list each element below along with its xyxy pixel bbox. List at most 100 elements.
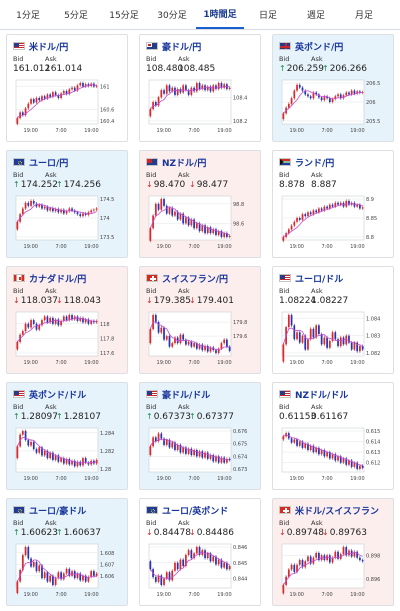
candle-body <box>90 571 93 577</box>
rate-card[interactable]: 英ポンド/円 Bid Ask ↑206.259 ↑206.266 206.5 206 205.… <box>272 34 394 142</box>
pair-name[interactable]: NZドル/円 <box>162 158 207 169</box>
candlestick-chart[interactable]: 1.608 1.607 1.606 19:00 7:00 19:00 <box>14 542 122 600</box>
timeframe-tab[interactable]: 30分足 <box>157 11 187 21</box>
candle-body <box>287 569 290 577</box>
rate-card[interactable]: ユーロ/豪ドル Bid Ask ↑1.60623 ↑1.60637 1.608 1.607 1… <box>6 498 128 606</box>
rate-card[interactable]: 米ドル/円 Bid Ask 161.012 161.014 161 160.6 160.4 19… <box>6 34 128 142</box>
candle-body <box>356 342 359 352</box>
rate-card[interactable]: ユーロ/ドル Bid Ask 1.08224 1.08227 1.084 1.083 1.08… <box>272 266 394 374</box>
moving-average-line <box>149 321 230 351</box>
rate-card[interactable]: 豪ドル/円 Bid Ask 108.480 108.485 108.4 108.2 19:00… <box>139 34 261 142</box>
x-tick-label: 19:00 <box>350 244 364 250</box>
up-arrow-icon: ↑ <box>13 412 20 421</box>
ask-value: 0.61167 <box>311 412 349 422</box>
pair-name[interactable]: 豪ドル/ドル <box>162 390 211 401</box>
candle-body <box>87 319 90 324</box>
pair-name[interactable]: 米ドル/スイスフラン <box>295 506 380 517</box>
pair-name[interactable]: NZドル/ドル <box>295 390 349 401</box>
candle-body <box>49 94 52 97</box>
ask-value: ↓118.043 <box>56 296 101 306</box>
candle-body <box>32 99 35 103</box>
candle-body <box>43 206 46 209</box>
rate-card[interactable]: ユーロ/円 Bid Ask ↑174.252 ↑174.256 174.5 174 173.5… <box>6 150 128 258</box>
rate-card[interactable]: 米ドル/スイスフラン Bid Ask ↓0.89748 ↓0.89763 0.898 0.8… <box>272 498 394 606</box>
candle-body <box>315 447 318 453</box>
candle-body <box>30 99 32 104</box>
y-tick-label: 118 <box>100 322 110 328</box>
bid-label: Bid <box>146 55 157 63</box>
rate-card[interactable]: ランド/円 Bid Ask 8.878 8.887 8.9 8.85 8.8 19:00 7:00… <box>272 150 394 258</box>
rate-card[interactable]: NZドル/ドル Bid Ask 0.61153 0.61167 0.615 0.614 0.6… <box>272 382 394 490</box>
timeframe-tab[interactable]: 月足 <box>354 11 373 21</box>
us-flag-icon <box>279 390 291 398</box>
candlestick-chart[interactable]: 179.8 179.6 19:00 7:00 19:00 <box>147 310 255 368</box>
pair-name[interactable]: ユーロ/ドル <box>295 274 344 285</box>
rate-card[interactable]: スイスフラン/円 Bid Ask ↓179.385 ↓179.401 179.8 179.6… <box>139 266 261 374</box>
candle-body <box>312 210 315 215</box>
rate-card[interactable]: NZドル/円 Bid Ask ↓98.470 ↓98.477 98.8 98.6 19:00 7… <box>139 150 261 258</box>
timeframe-tab[interactable]: 5分足 <box>64 11 88 21</box>
candlestick-chart[interactable]: 8.98.858.819:00 7:00 19:00 <box>280 194 388 252</box>
candle-body <box>309 328 312 340</box>
candle-body <box>190 341 193 347</box>
candle-body <box>95 320 98 323</box>
bid-label: Bid <box>279 55 290 63</box>
x-tick-label: 19:00 <box>157 128 171 134</box>
timeframe-tab[interactable]: 15分足 <box>109 11 139 21</box>
plot-area <box>148 79 232 125</box>
timeframe-tab[interactable]: 週足 <box>306 11 325 21</box>
ask-value: ↓0.84486 <box>189 528 234 538</box>
rate-card[interactable]: カナダドル/円 Bid Ask ↓118.037 ↓118.043 118 117.8 117… <box>6 266 128 374</box>
pair-name[interactable]: 米ドル/円 <box>29 42 69 53</box>
y-tick-label: 0.898 <box>366 553 380 559</box>
candle-body <box>38 204 41 207</box>
pair-name[interactable]: 英ポンド/円 <box>295 42 344 53</box>
candle-body <box>356 91 359 94</box>
pair-name[interactable]: ユーロ/豪ドル <box>29 506 87 517</box>
timeframe-tab[interactable]: 日足 <box>258 11 277 21</box>
pair-name[interactable]: 豪ドル/円 <box>162 42 202 53</box>
x-tick-label: 7:00 <box>55 360 66 366</box>
candlestick-chart[interactable]: 0.846 0.845 0.844 19:00 7:00 19:00 <box>147 542 255 600</box>
candle-body <box>331 454 334 459</box>
down-arrow-icon: ↓ <box>189 180 196 189</box>
pair-header: ユーロ/豪ドル <box>13 504 87 517</box>
rate-card[interactable]: 英ポンド/ドル Bid Ask ↑1.28097 ↑1.28107 1.284 1.282 1… <box>6 382 128 490</box>
pair-name[interactable]: カナダドル/円 <box>29 274 87 285</box>
candlestick-chart[interactable]: 0.898 0.896 19:00 7:00 19:00 <box>280 542 388 600</box>
down-arrow-icon: ↓ <box>13 296 20 305</box>
rate-card[interactable]: 豪ドル/ドル Bid Ask ↑0.67373 ↑0.67377 0.676 0.675 0.… <box>139 382 261 490</box>
candle-body <box>84 213 87 215</box>
candle-body <box>342 337 345 345</box>
y-tick-label: 179.8 <box>233 320 247 326</box>
pair-name[interactable]: ユーロ/円 <box>29 158 69 169</box>
y-tick-label: 173.5 <box>100 235 114 241</box>
timeframe-tab[interactable]: 1分足 <box>16 11 40 21</box>
candle-body <box>337 339 339 347</box>
candle-body <box>209 227 212 234</box>
candle-body <box>201 451 204 458</box>
candle-body <box>27 323 30 328</box>
bid-label: Bid <box>146 403 157 411</box>
bid-label: Bid <box>13 287 24 295</box>
down-arrow-icon: ↓ <box>279 528 286 537</box>
candlestick-chart[interactable]: 0.615 0.614 0.613 0.612 19:00 7:00 19:00 <box>280 426 388 484</box>
rate-card[interactable]: ユーロ/英ポンド Bid Ask ↓0.84478 ↓0.84486 0.846 0.845… <box>139 498 261 606</box>
pair-name[interactable]: 英ポンド/ドル <box>29 390 87 401</box>
ch-flag-icon <box>279 506 291 514</box>
candlestick-chart[interactable]: 98.8 98.6 19:00 7:00 19:00 <box>147 194 255 252</box>
pair-name[interactable]: ランド/円 <box>295 158 335 169</box>
pair-name[interactable]: ユーロ/英ポンド <box>162 506 229 517</box>
y-tick-label: 1.28 <box>100 467 111 473</box>
timeframe-tab[interactable]: 1時間足 <box>196 0 244 29</box>
pair-name[interactable]: スイスフラン/円 <box>162 274 229 285</box>
eu-flag-icon <box>13 506 25 514</box>
